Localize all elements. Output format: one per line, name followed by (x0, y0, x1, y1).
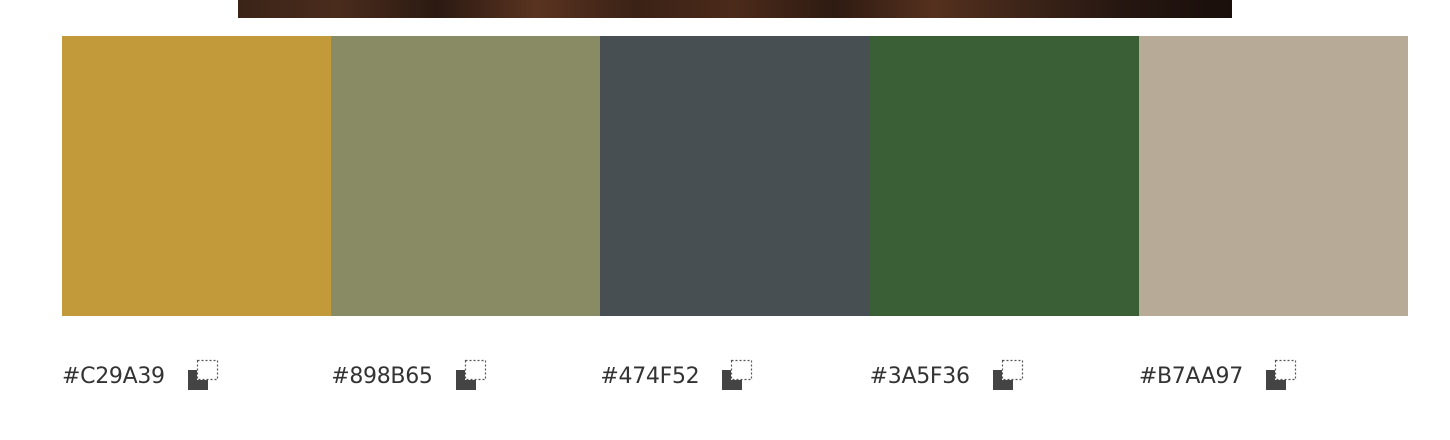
hex-code: #898B65 (331, 363, 433, 389)
color-label-3: #474F52 (600, 356, 869, 396)
color-labels: #C29A39 #898B65 #474F52 (62, 356, 1408, 396)
hex-code: #474F52 (600, 363, 700, 389)
color-swatch-2[interactable] (331, 36, 601, 316)
color-swatch-4[interactable] (869, 36, 1139, 316)
color-palette (62, 36, 1409, 316)
hex-code: #C29A39 (62, 363, 165, 389)
hex-code: #B7AA97 (1138, 363, 1243, 389)
copy-icon[interactable] (1265, 359, 1299, 393)
color-label-1: #C29A39 (62, 356, 331, 396)
color-label-2: #898B65 (331, 356, 600, 396)
color-label-4: #3A5F36 (870, 356, 1139, 396)
copy-icon[interactable] (992, 359, 1026, 393)
color-swatch-1[interactable] (62, 36, 332, 316)
color-label-5: #B7AA97 (1139, 356, 1408, 396)
copy-icon[interactable] (187, 359, 221, 393)
color-swatch-5[interactable] (1138, 36, 1409, 316)
copy-icon[interactable] (455, 359, 489, 393)
header-image (238, 0, 1232, 18)
color-swatch-3[interactable] (600, 36, 870, 316)
copy-icon[interactable] (721, 359, 755, 393)
hex-code: #3A5F36 (869, 363, 970, 389)
